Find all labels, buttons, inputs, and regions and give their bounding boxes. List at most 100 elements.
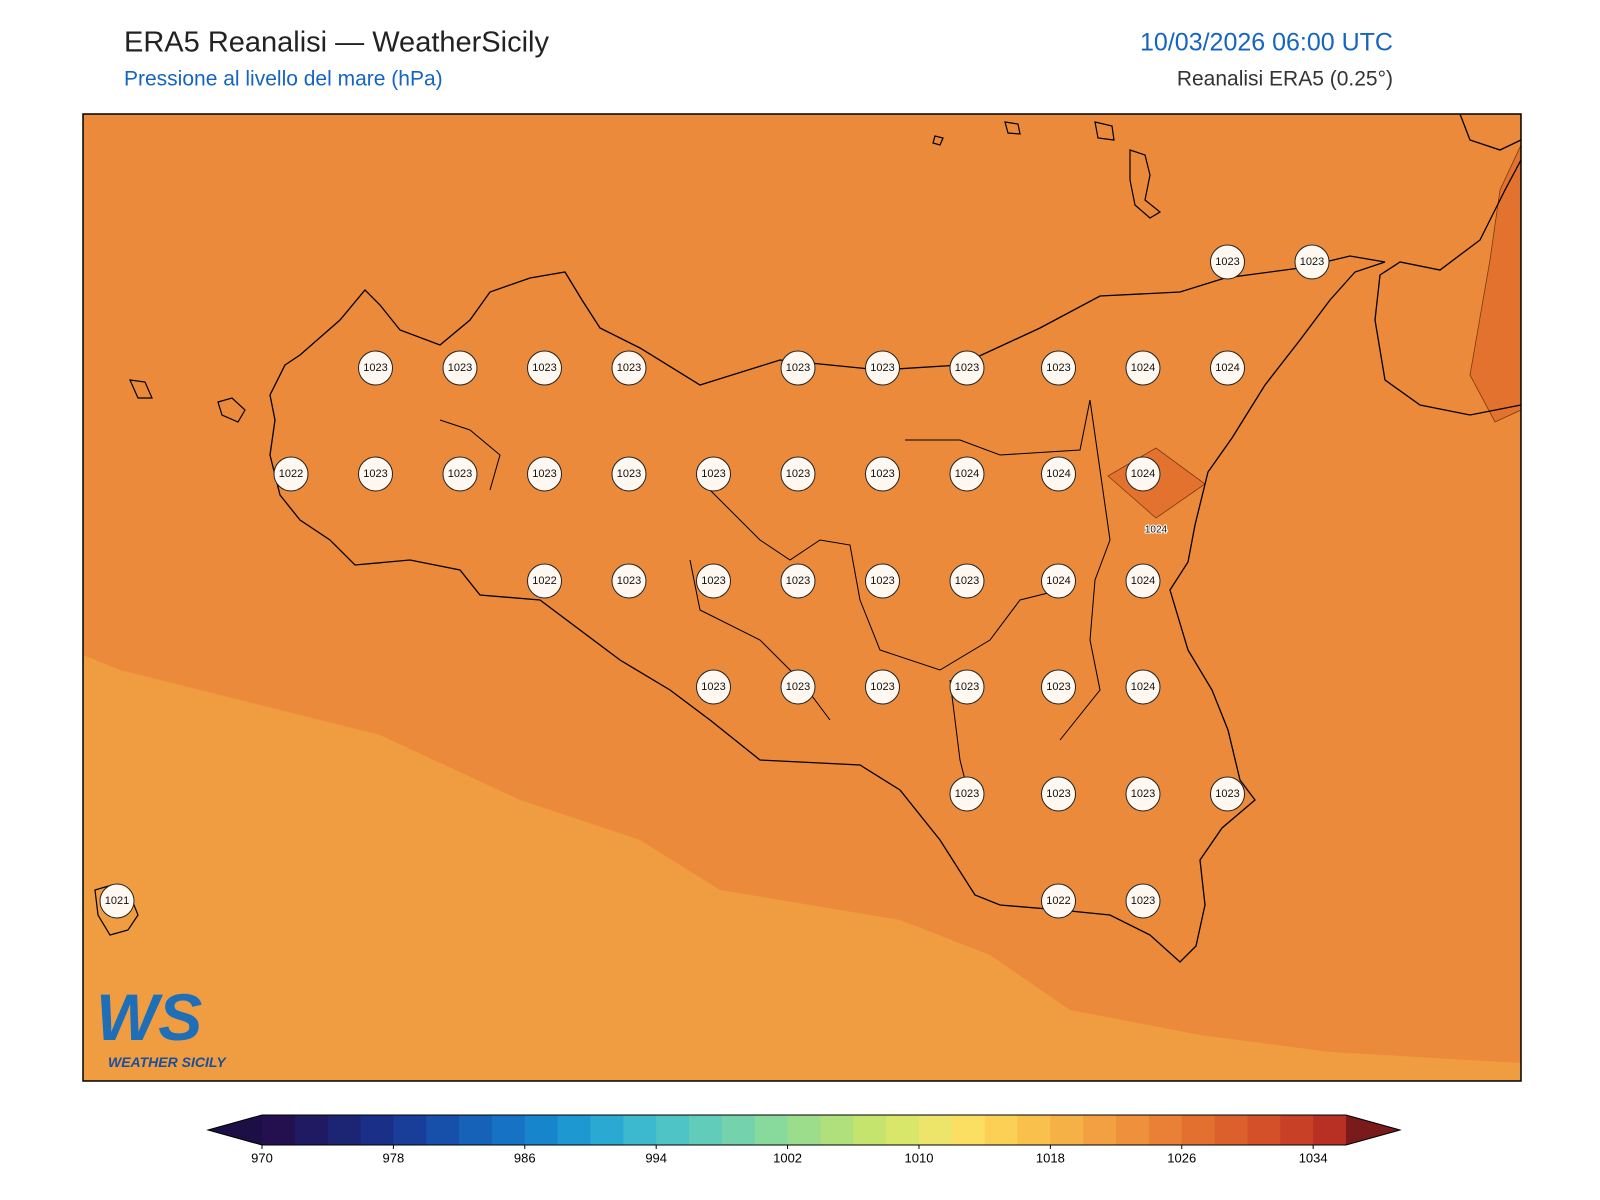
label-bubble [611, 350, 647, 386]
colorbar-tick-label: 978 [383, 1150, 405, 1165]
label-bubble [99, 883, 135, 919]
point-label: 1022 [532, 575, 556, 587]
point-label: 1023 [532, 468, 556, 480]
label-bubble [780, 669, 816, 705]
colorbar-bin [820, 1115, 854, 1145]
point-label: 1023 [448, 468, 472, 480]
colorbar-bin [1313, 1115, 1347, 1145]
point-label: 1024 [1131, 575, 1155, 587]
label-bubble [1294, 244, 1330, 280]
colorbar-bin [886, 1115, 920, 1145]
label-bubble [865, 563, 900, 599]
colorbar-bin [1214, 1115, 1248, 1145]
colorbar-bin [754, 1115, 789, 1145]
colorbar-bin [491, 1115, 526, 1145]
label-bubble [780, 456, 816, 492]
label-bubble [1041, 350, 1076, 386]
province-borders [439, 399, 1111, 801]
contour-label: 1024 [1145, 525, 1168, 536]
label-bubble [1125, 669, 1161, 705]
point-label: 1023 [701, 468, 725, 480]
point-label: 1023 [617, 468, 641, 480]
pressure-field-high [1469, 144, 1521, 423]
point-label: 1023 [617, 575, 641, 587]
calabria-coastline [1374, 114, 1521, 416]
label-bubble [1041, 776, 1076, 812]
colorbar-bin [1280, 1115, 1314, 1145]
colorbar-bin [262, 1115, 296, 1145]
label-bubble [1210, 244, 1245, 280]
point-label: 1021 [105, 895, 129, 907]
point-label: 1023 [955, 362, 979, 374]
label-bubble [358, 456, 393, 492]
label-bubble [1210, 776, 1245, 812]
label-bubble [527, 350, 562, 386]
label-bubble [865, 350, 900, 386]
label-bubble [527, 563, 562, 599]
colorbar-bin [1148, 1115, 1183, 1145]
map-frame [82, 113, 1522, 1082]
point-label: 1023 [870, 468, 894, 480]
label-bubble [1041, 563, 1076, 599]
label-bubble [865, 456, 900, 492]
point-label: 1023 [1215, 788, 1239, 800]
label-bubble [1210, 350, 1245, 386]
subtitle: Pressione al livello del mare (hPa) [124, 68, 443, 91]
logo-mark: WS [96, 980, 202, 1054]
point-label: 1022 [279, 468, 303, 480]
point-label: 1023 [363, 468, 387, 480]
pressure-field-low [83, 655, 1521, 1081]
colorbar-bin [294, 1115, 329, 1145]
point-label: 1023 [955, 788, 979, 800]
label-bubble [1125, 563, 1161, 599]
colorbar-tick-label: 1018 [1036, 1150, 1065, 1165]
point-label: 1023 [1215, 256, 1239, 268]
colorbar-bin [524, 1115, 559, 1145]
colorbar-bin [918, 1115, 953, 1145]
point-label: 1023 [786, 575, 810, 587]
point-label: 1023 [617, 362, 641, 374]
point-label: 1023 [701, 681, 725, 693]
point-label: 1023 [1300, 256, 1324, 268]
label-bubble [611, 456, 647, 492]
logo-text: WEATHER SICILY [108, 1054, 227, 1070]
point-labels: 1023 1023 1023 1023 1023 1023 1023 1023 1023 1023… [99, 244, 1330, 919]
colorbar-bin [1247, 1115, 1281, 1145]
label-bubble [1125, 456, 1161, 492]
label-bubble [442, 350, 478, 386]
point-label: 1023 [1131, 788, 1155, 800]
point-label: 1024 [1046, 468, 1070, 480]
point-label: 1023 [870, 575, 894, 587]
label-bubble [696, 563, 731, 599]
label-bubble [780, 350, 816, 386]
point-label: 1023 [786, 362, 810, 374]
datetime: 10/03/2026 06:00 UTC [1140, 29, 1393, 57]
label-bubble [273, 456, 309, 492]
label-bubble [949, 456, 985, 492]
sicily-coastline [269, 255, 1386, 963]
point-label: 1023 [786, 468, 810, 480]
label-bubble [949, 776, 985, 812]
point-label: 1023 [870, 362, 894, 374]
colorbar-bin [1083, 1115, 1117, 1145]
point-label: 1023 [1046, 788, 1070, 800]
colorbar-bin [1050, 1115, 1084, 1145]
colorbar-bin [787, 1115, 821, 1145]
label-bubble [696, 669, 731, 705]
point-label: 1023 [955, 575, 979, 587]
colorbar-bin [951, 1115, 986, 1145]
point-label: 1024 [955, 468, 979, 480]
point-label: 1023 [448, 362, 472, 374]
label-bubble [1125, 776, 1161, 812]
point-label: 1023 [701, 575, 725, 587]
point-label: 1023 [955, 681, 979, 693]
colorbar-under [208, 1115, 262, 1145]
point-label: 1024 [1131, 362, 1155, 374]
colorbar-tick-label: 970 [251, 1150, 273, 1165]
colorbar-bin [1017, 1115, 1051, 1145]
label-bubble [358, 350, 393, 386]
colorbar-tick-label: 1034 [1299, 1150, 1328, 1165]
point-label: 1023 [1046, 681, 1070, 693]
colorbar-bin [689, 1115, 723, 1145]
